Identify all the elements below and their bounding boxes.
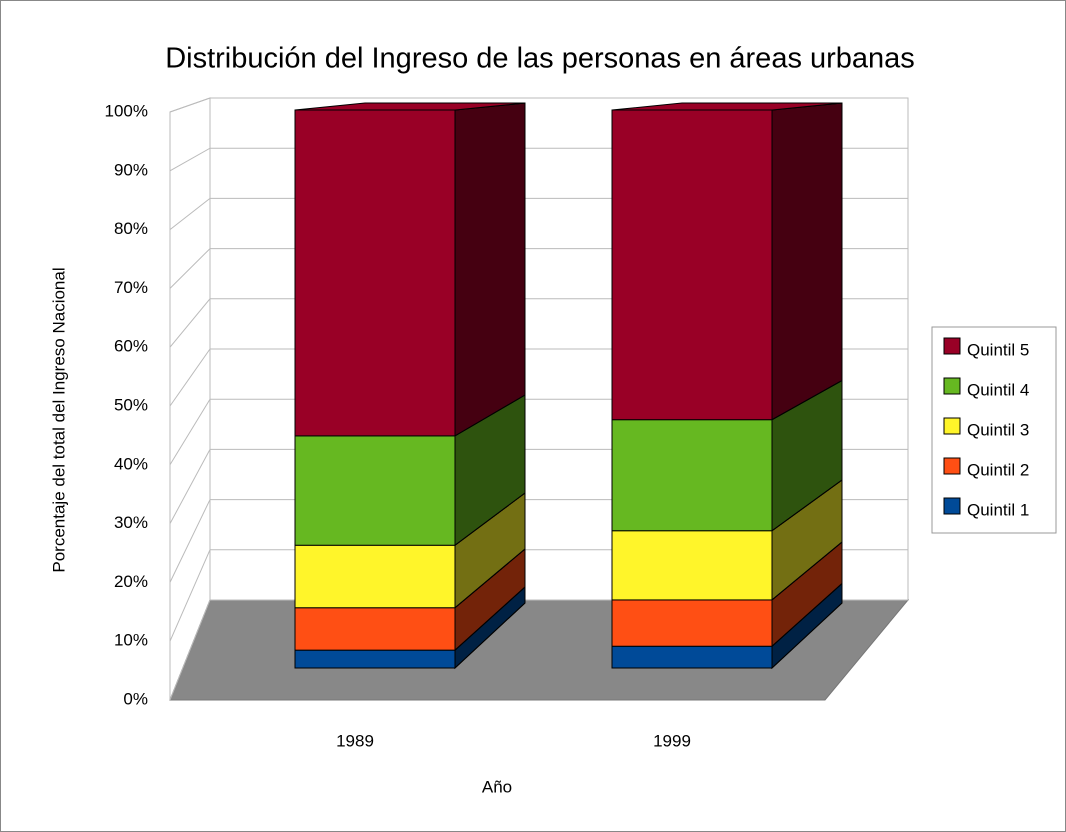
y-tick-label: 100% [105, 101, 148, 120]
y-tick-label: 10% [114, 631, 148, 650]
bar [611, 109, 773, 421]
legend-swatch [943, 337, 961, 355]
chart-title: Distribución del Ingreso de las personas… [165, 43, 915, 75]
bar-top [611, 102, 843, 111]
y-tick-label: 50% [114, 395, 148, 414]
legend-label: Quintil 2 [967, 460, 1029, 479]
bar-side-shade [771, 102, 843, 421]
legend-label: Quintil 3 [967, 420, 1029, 439]
bar [294, 607, 456, 651]
y-tick-label: 90% [114, 160, 148, 179]
x-axis-label: Año [482, 777, 512, 796]
y-tick-label: 40% [114, 454, 148, 473]
bar-top [294, 102, 526, 111]
legend-swatch [943, 417, 961, 435]
bar [611, 645, 773, 669]
bar [294, 649, 456, 669]
legend-label: Quintil 4 [967, 380, 1029, 399]
bar [294, 544, 456, 609]
bar [294, 109, 456, 437]
legend-swatch [943, 497, 961, 515]
grid-line [169, 97, 908, 113]
bar [611, 530, 773, 601]
bar-side-shade [454, 102, 526, 437]
y-tick-label: 20% [114, 572, 148, 591]
y-tick-label: 60% [114, 337, 148, 356]
bar [611, 419, 773, 532]
y-tick-label: 70% [114, 278, 148, 297]
legend-label: Quintil 1 [967, 500, 1029, 519]
left-wall [169, 97, 211, 701]
legend-swatch [943, 457, 961, 475]
bar [611, 599, 773, 647]
y-tick-label: 0% [123, 689, 148, 708]
x-tick-label: 1999 [653, 731, 691, 750]
y-tick-label: 80% [114, 219, 148, 238]
legend-swatch [943, 377, 961, 395]
x-tick-label: 1989 [336, 731, 374, 750]
legend-label: Quintil 5 [967, 340, 1029, 359]
y-tick-label: 30% [114, 513, 148, 532]
y-axis-label: Porcentaje del total del Ingreso Naciona… [49, 267, 68, 572]
bar [294, 435, 456, 546]
